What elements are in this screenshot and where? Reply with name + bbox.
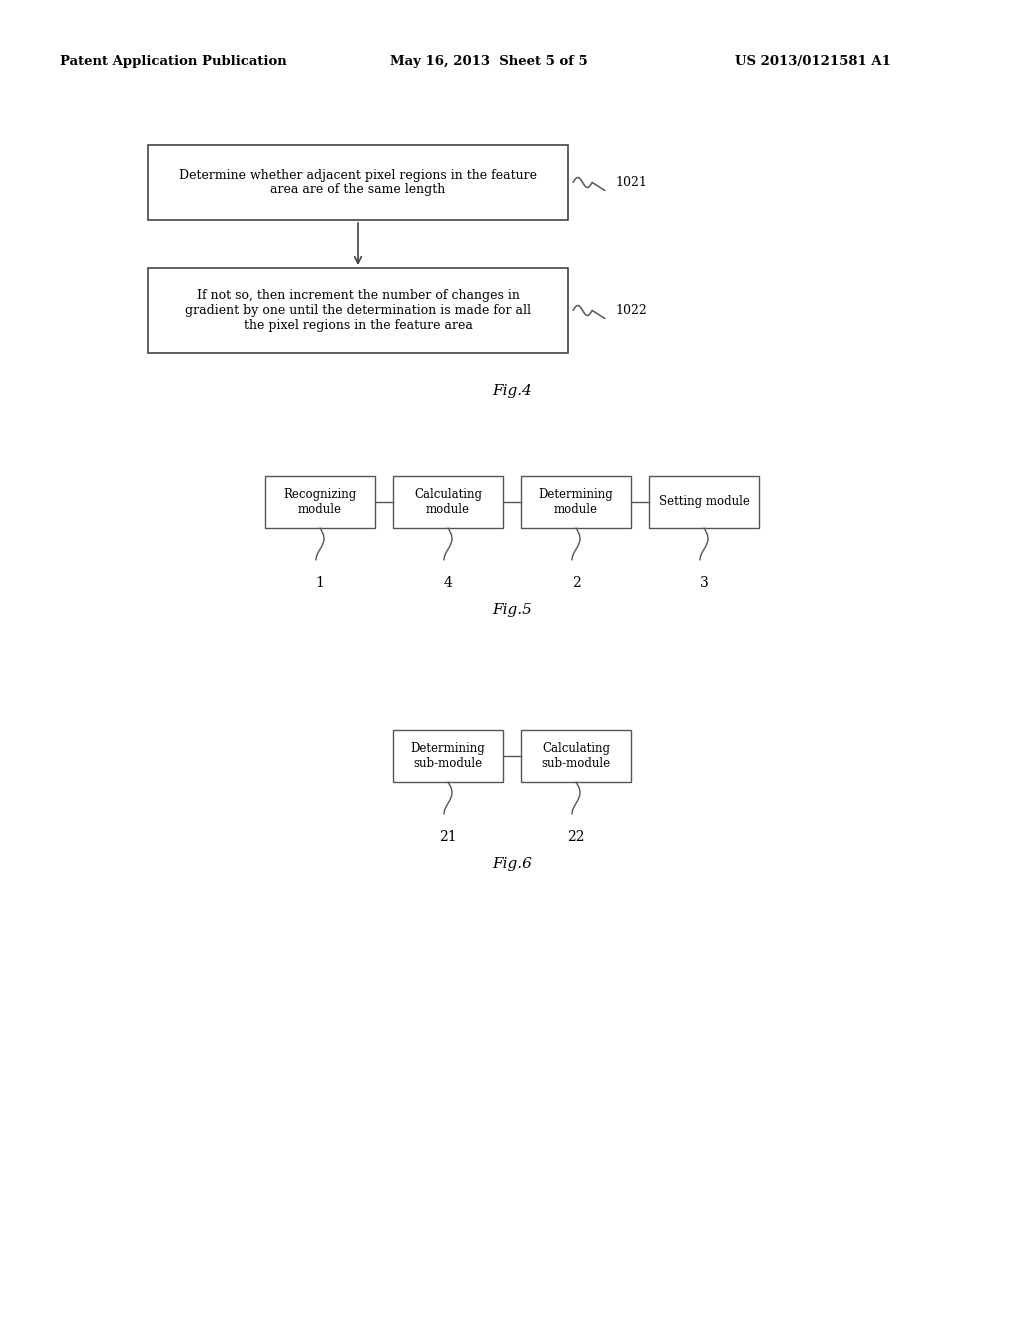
- Text: 1022: 1022: [615, 304, 647, 317]
- Text: 3: 3: [699, 576, 709, 590]
- Bar: [148, 145, 568, 220]
- Text: Calculating
module: Calculating module: [414, 488, 482, 516]
- Text: May 16, 2013  Sheet 5 of 5: May 16, 2013 Sheet 5 of 5: [390, 55, 588, 69]
- Bar: [521, 477, 631, 528]
- Text: Determining
sub-module: Determining sub-module: [411, 742, 485, 770]
- Text: US 2013/0121581 A1: US 2013/0121581 A1: [735, 55, 891, 69]
- Bar: [393, 730, 503, 781]
- Text: Determining
module: Determining module: [539, 488, 613, 516]
- Text: 2: 2: [571, 576, 581, 590]
- Text: 1021: 1021: [615, 176, 647, 189]
- Text: Fig.5: Fig.5: [493, 603, 531, 616]
- Bar: [265, 477, 375, 528]
- Bar: [393, 477, 503, 528]
- Text: Determine whether adjacent pixel regions in the feature
area are of the same len: Determine whether adjacent pixel regions…: [179, 169, 537, 197]
- Bar: [521, 730, 631, 781]
- Text: If not so, then increment the number of changes in
gradient by one until the det: If not so, then increment the number of …: [185, 289, 531, 333]
- Text: Patent Application Publication: Patent Application Publication: [60, 55, 287, 69]
- Text: 1: 1: [315, 576, 325, 590]
- Text: Fig.4: Fig.4: [493, 384, 531, 399]
- Text: 21: 21: [439, 830, 457, 843]
- Text: Calculating
sub-module: Calculating sub-module: [542, 742, 610, 770]
- Text: 22: 22: [567, 830, 585, 843]
- Text: Fig.6: Fig.6: [493, 857, 531, 871]
- Text: Recognizing
module: Recognizing module: [284, 488, 356, 516]
- Text: Setting module: Setting module: [658, 495, 750, 508]
- Bar: [649, 477, 759, 528]
- Bar: [148, 268, 568, 352]
- Text: 4: 4: [443, 576, 453, 590]
